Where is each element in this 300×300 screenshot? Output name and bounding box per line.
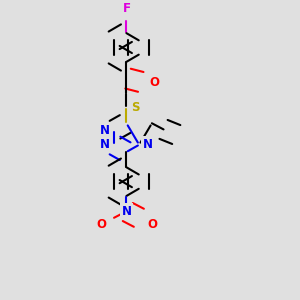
Text: N: N: [122, 205, 131, 218]
Text: O: O: [147, 218, 157, 231]
Text: N: N: [143, 138, 153, 151]
Text: O: O: [149, 76, 159, 89]
Text: F: F: [122, 2, 130, 15]
Text: S: S: [131, 101, 140, 114]
Text: O: O: [96, 218, 106, 231]
Text: N: N: [100, 124, 110, 137]
Text: N: N: [100, 138, 110, 151]
